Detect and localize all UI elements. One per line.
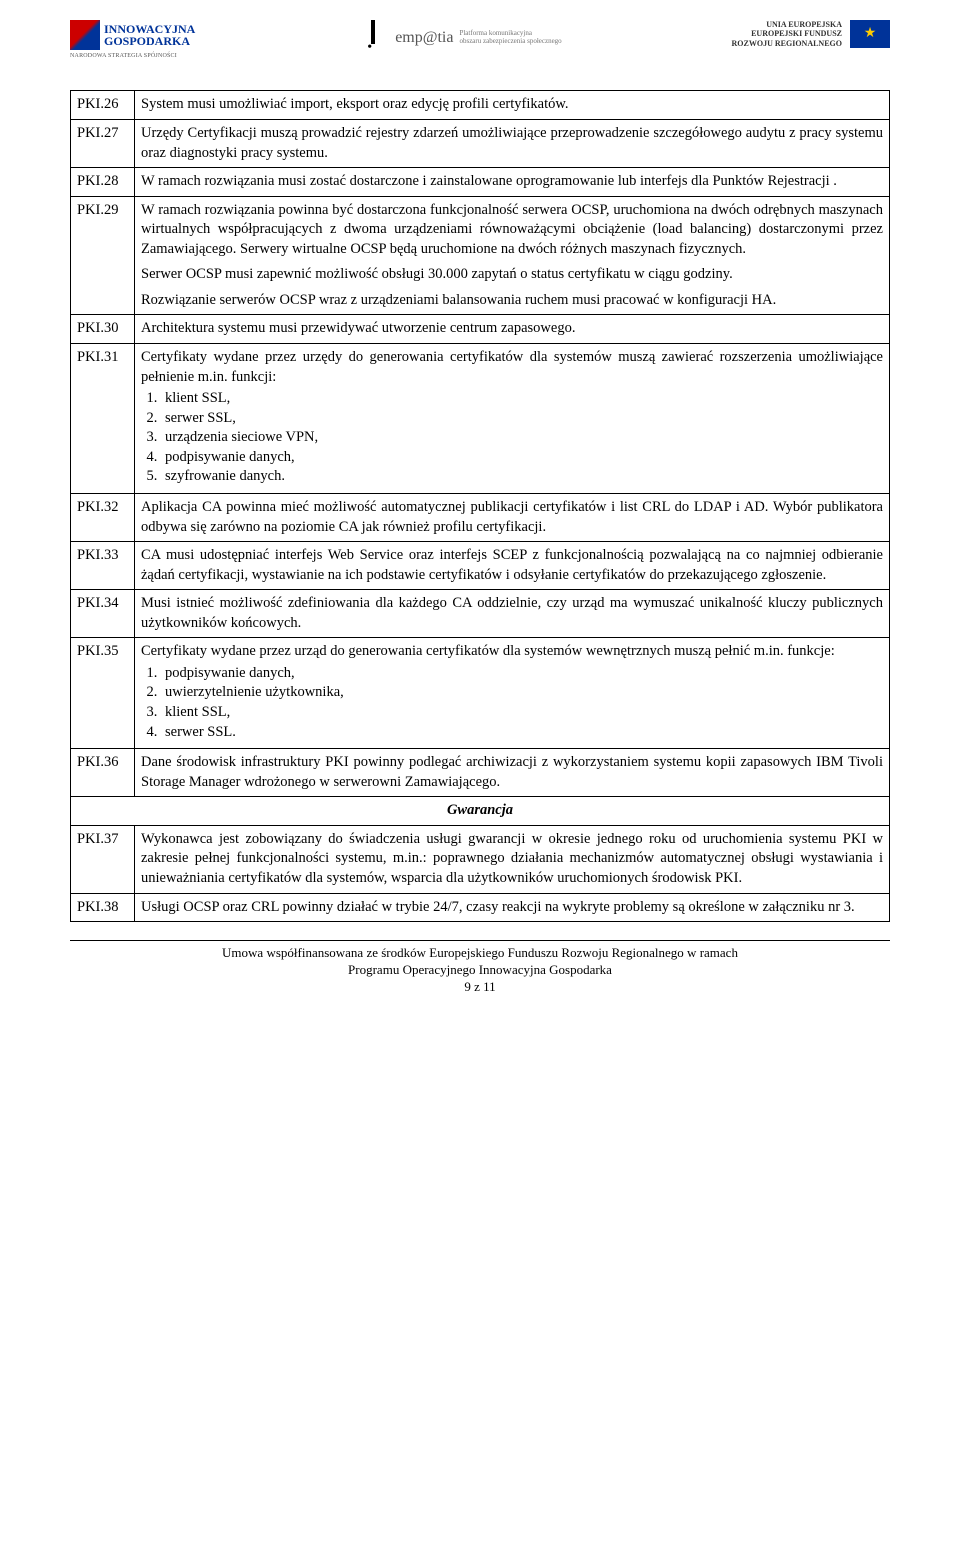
ordered-list: podpisywanie danych,uwierzytelnienie uży… — [161, 664, 883, 742]
header-center-logo: emp@tia Platforma komunikacyjna obszaru … — [365, 20, 562, 56]
table-row: PKI.31Certyfikaty wydane przez urzędy do… — [71, 344, 890, 494]
paragraph: Aplikacja CA powinna mieć możliwość auto… — [141, 498, 883, 537]
table-row: PKI.26 System musi umożliwiać import, eks… — [71, 91, 890, 120]
list-item: serwer SSL. — [161, 723, 883, 743]
table-row: PKI.35 Certyfikaty wydane przez urząd do … — [71, 638, 890, 749]
list-item: szyfrowanie danych. — [161, 467, 883, 487]
row-body: Architektura systemu musi przewidywać ut… — [135, 315, 890, 344]
list-item: podpisywanie danych, — [161, 448, 883, 468]
paragraph: Rozwiązanie serwerów OCSP wraz z urządze… — [141, 291, 883, 311]
paragraph: Wykonawca jest zobowiązany do świadczeni… — [141, 830, 883, 889]
row-body: CA musi udostępniać interfejs Web Servic… — [135, 542, 890, 590]
row-body: Certyfikaty wydane przez urzędy do gener… — [135, 344, 890, 494]
row-body: W ramach rozwiązania powinna być dostarc… — [135, 196, 890, 315]
footer-line2: Programu Operacyjnego Innowacyjna Gospod… — [70, 962, 890, 979]
list-item: serwer SSL, — [161, 409, 883, 429]
row-code: PKI.29 — [71, 196, 135, 315]
eu-flag-icon: ★ — [850, 20, 890, 48]
row-code: PKI.37 — [71, 825, 135, 893]
table-row: PKI.34Musi istnieć możliwość zdefiniowan… — [71, 590, 890, 638]
paragraph: W ramach rozwiązania powinna być dostarc… — [141, 201, 883, 260]
row-body: Aplikacja CA powinna mieć możliwość auto… — [135, 493, 890, 541]
table-row: PKI.32Aplikacja CA powinna mieć możliwoś… — [71, 493, 890, 541]
paragraph: CA musi udostępniać interfejs Web Servic… — [141, 546, 883, 585]
row-code: PKI.38 — [71, 893, 135, 922]
page: INNOWACYJNA GOSPODARKA NARODOWA STRATEGI… — [0, 0, 960, 1026]
paragraph: Certyfikaty wydane przez urząd do genero… — [141, 642, 883, 662]
list-item: urządzenia sieciowe VPN, — [161, 428, 883, 448]
footer-rule — [70, 940, 890, 941]
row-code: PKI.30 — [71, 315, 135, 344]
row-body: System musi umożliwiać import, eksport o… — [135, 91, 890, 120]
table-row: PKI.33CA musi udostępniać interfejs Web … — [71, 542, 890, 590]
row-body: Musi istnieć możliwość zdefiniowania dla… — [135, 590, 890, 638]
eu-line1: UNIA EUROPEJSKA — [732, 20, 842, 29]
requirements-table: PKI.26 System musi umożliwiać import, eks… — [70, 90, 890, 922]
footer-page: 9 z 11 — [70, 979, 890, 996]
table-row: PKI.28 W ramach rozwiązania musi zostać d… — [71, 168, 890, 197]
paragraph: System musi umożliwiać import, eksport o… — [141, 95, 883, 115]
table-row: PKI.38 Usługi OCSP oraz CRL powinny dział… — [71, 893, 890, 922]
table-row: PKI.29W ramach rozwiązania powinna być d… — [71, 196, 890, 315]
row-code: PKI.35 — [71, 638, 135, 749]
ig-square-icon — [70, 20, 100, 50]
row-code: PKI.27 — [71, 119, 135, 167]
row-code: PKI.26 — [71, 91, 135, 120]
row-code: PKI.34 — [71, 590, 135, 638]
row-code: PKI.33 — [71, 542, 135, 590]
paragraph: Certyfikaty wydane przez urzędy do gener… — [141, 348, 883, 387]
paragraph: Usługi OCSP oraz CRL powinny działać w t… — [141, 898, 883, 918]
row-code: PKI.32 — [71, 493, 135, 541]
ig-title2: GOSPODARKA — [104, 35, 195, 47]
table-row: PKI.27Urzędy Certyfikacji muszą prowadzi… — [71, 119, 890, 167]
eu-line2: EUROPEJSKI FUNDUSZ — [732, 29, 842, 38]
paragraph: Musi istnieć możliwość zdefiniowania dla… — [141, 594, 883, 633]
empatia-sub2: obszaru zabezpieczenia społecznego — [459, 38, 561, 46]
empatia-brand: emp@tia — [395, 27, 453, 49]
list-item: podpisywanie danych, — [161, 664, 883, 684]
row-body: Wykonawca jest zobowiązany do świadczeni… — [135, 825, 890, 893]
table-row: PKI.30 Architektura systemu musi przewidy… — [71, 315, 890, 344]
section-title-row: Gwarancja — [71, 797, 890, 826]
row-body: Certyfikaty wydane przez urząd do genero… — [135, 638, 890, 749]
footer-line1: Umowa współfinansowana ze środków Europe… — [70, 945, 890, 962]
ig-subtitle: NARODOWA STRATEGIA SPÓJNOŚCI — [70, 52, 177, 60]
row-code: PKI.36 — [71, 749, 135, 797]
paragraph: Architektura systemu musi przewidywać ut… — [141, 319, 883, 339]
eu-line3: ROZWOJU REGIONALNEGO — [732, 39, 842, 48]
row-code: PKI.28 — [71, 168, 135, 197]
paragraph: Urzędy Certyfikacji muszą prowadzić reje… — [141, 124, 883, 163]
paragraph: Serwer OCSP musi zapewnić możliwość obsł… — [141, 265, 883, 285]
header-left-logo: INNOWACYJNA GOSPODARKA NARODOWA STRATEGI… — [70, 20, 195, 60]
list-item: uwierzytelnienie użytkownika, — [161, 683, 883, 703]
page-header: INNOWACYJNA GOSPODARKA NARODOWA STRATEGI… — [70, 20, 890, 70]
paragraph: W ramach rozwiązania musi zostać dostarc… — [141, 172, 883, 192]
table-row: PKI.36Dane środowisk infrastruktury PKI … — [71, 749, 890, 797]
innowacyjna-logo: INNOWACYJNA GOSPODARKA NARODOWA STRATEGI… — [70, 20, 195, 60]
row-body: Usługi OCSP oraz CRL powinny działać w t… — [135, 893, 890, 922]
empatia-icon — [365, 20, 389, 56]
table-row: PKI.37Wykonawca jest zobowiązany do świa… — [71, 825, 890, 893]
page-footer: Umowa współfinansowana ze środków Europe… — [70, 940, 890, 996]
header-right-logo: UNIA EUROPEJSKA EUROPEJSKI FUNDUSZ ROZWO… — [732, 20, 890, 48]
paragraph: Dane środowisk infrastruktury PKI powinn… — [141, 753, 883, 792]
ordered-list: klient SSL,serwer SSL,urządzenia sieciow… — [161, 389, 883, 487]
list-item: klient SSL, — [161, 703, 883, 723]
row-body: Urzędy Certyfikacji muszą prowadzić reje… — [135, 119, 890, 167]
row-code: PKI.31 — [71, 344, 135, 494]
list-item: klient SSL, — [161, 389, 883, 409]
section-title: Gwarancja — [71, 797, 890, 826]
row-body: W ramach rozwiązania musi zostać dostarc… — [135, 168, 890, 197]
row-body: Dane środowisk infrastruktury PKI powinn… — [135, 749, 890, 797]
